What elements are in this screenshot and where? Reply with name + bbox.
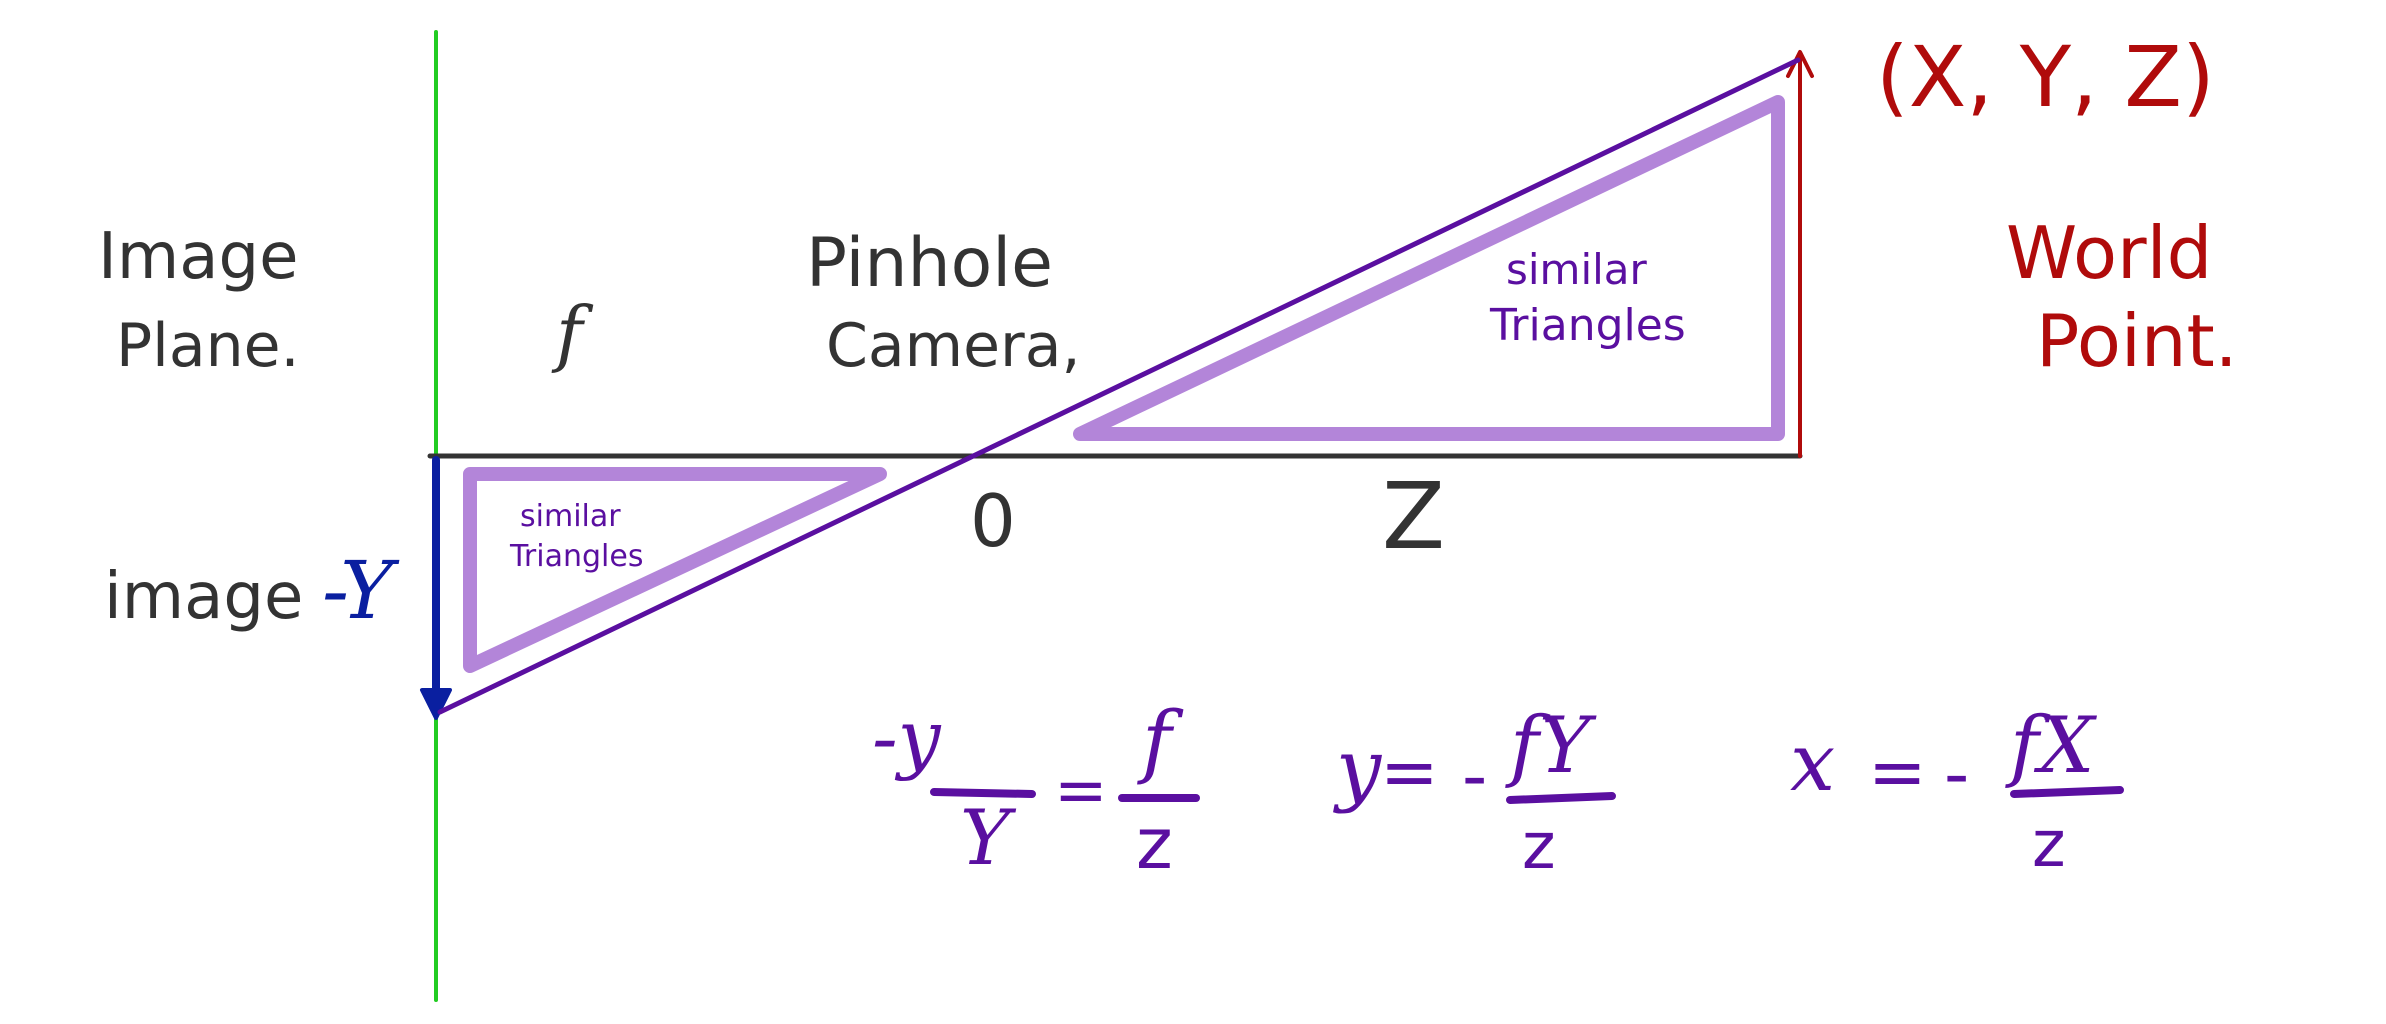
similar-triangle-small xyxy=(463,467,887,673)
eq1-equals: = xyxy=(1054,754,1108,828)
eq2-numerator: fY xyxy=(1505,701,1597,791)
eq3-fraction-bar xyxy=(2010,786,2124,798)
eq2-lhs: y xyxy=(1333,722,1383,815)
image-y-label-prefix: image xyxy=(104,560,303,634)
equation-y-projection: y = - fY z xyxy=(1333,701,1616,884)
world-point-arrowhead xyxy=(1786,50,1814,78)
eq3-minus: - xyxy=(1944,733,1969,815)
eq3-denominator: z xyxy=(2032,808,2066,882)
eq2-minus: - xyxy=(1462,735,1487,817)
equation-similar-triangles: -y Y = f z xyxy=(872,693,1200,885)
world-point-label-line1: World xyxy=(2006,211,2212,295)
similar-triangles-large-line2: Triangles xyxy=(1489,300,1686,351)
origin-label: 0 xyxy=(970,479,1016,563)
eq3-numerator: fX xyxy=(2005,701,2098,791)
similar-triangles-small-line2: Triangles xyxy=(509,539,643,574)
world-point-coordinates: (X, Y, Z) xyxy=(1876,28,2215,126)
focal-length-label: f xyxy=(551,291,594,375)
eq1-lhs-denominator: Y xyxy=(960,793,1017,882)
eq1-lhs-fraction-bar xyxy=(930,788,1036,798)
eq2-fraction-bar xyxy=(1506,792,1616,804)
similar-triangle-large xyxy=(1073,95,1785,441)
projection-ray xyxy=(437,57,1801,715)
equation-x-projection: x = - fX z xyxy=(1790,701,2124,882)
eq1-rhs-denominator: z xyxy=(1136,803,1173,885)
eq1-rhs-numerator: f xyxy=(1137,694,1184,787)
image-y-arrowhead xyxy=(420,688,452,720)
eq3-equals: = xyxy=(1868,731,1927,813)
eq2-denominator: z xyxy=(1522,810,1556,884)
eq3-lhs: x xyxy=(1790,716,1835,809)
similar-triangles-large-line1: similar xyxy=(1506,245,1648,294)
world-point-label-line2: Point. xyxy=(2036,299,2238,383)
image-y-label-var: -Y xyxy=(322,544,400,637)
similar-triangles-small-line1: similar xyxy=(520,499,621,534)
eq2-equals: = xyxy=(1380,731,1439,813)
image-plane-label-line2: Plane. xyxy=(116,311,300,381)
z-axis-label: Z xyxy=(1382,463,1445,570)
pinhole-camera-label-line1: Pinhole xyxy=(806,224,1053,303)
image-plane-label-line1: Image xyxy=(98,220,298,294)
pinhole-camera-label-line2: Camera, xyxy=(826,311,1081,381)
eq1-lhs-numerator: -y xyxy=(872,693,942,782)
